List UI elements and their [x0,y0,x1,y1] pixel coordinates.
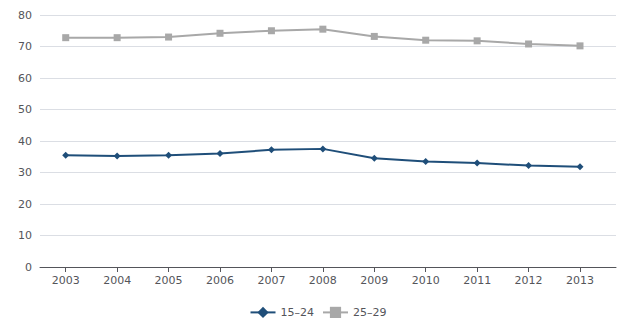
svg-text:15–24: 15–24 [281,306,315,319]
svg-text:2011: 2011 [463,274,491,287]
svg-text:2004: 2004 [103,274,131,287]
svg-text:25–29: 25–29 [353,306,387,319]
svg-text:2013: 2013 [566,274,594,287]
svg-text:2006: 2006 [206,274,234,287]
svg-text:2005: 2005 [155,274,183,287]
svg-text:10: 10 [18,229,32,242]
svg-text:60: 60 [18,72,32,85]
svg-text:40: 40 [18,135,32,148]
svg-text:70: 70 [18,40,32,53]
svg-text:2003: 2003 [52,274,80,287]
svg-text:2010: 2010 [412,274,440,287]
svg-text:20: 20 [18,198,32,211]
svg-text:80: 80 [18,9,32,22]
svg-text:2008: 2008 [309,274,337,287]
svg-text:50: 50 [18,103,32,116]
svg-text:2012: 2012 [515,274,543,287]
svg-text:2007: 2007 [257,274,285,287]
svg-text:30: 30 [18,166,32,179]
svg-text:0: 0 [25,261,32,274]
svg-text:2009: 2009 [360,274,388,287]
